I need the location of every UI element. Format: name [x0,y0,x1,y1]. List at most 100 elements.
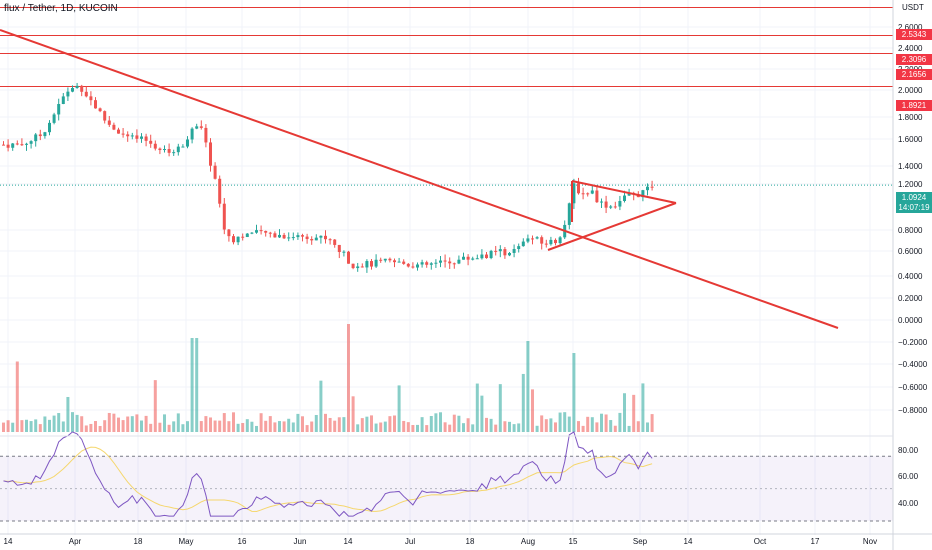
candle-body [604,201,608,208]
candle-body [38,134,42,137]
volume-bar [342,417,346,432]
volume-bar [577,421,580,432]
candle-body [429,263,433,265]
volume-bar [296,413,300,432]
currency-label: USDT [902,3,924,12]
price-axis-label: −0.6000 [898,383,928,392]
volume-bar [301,416,304,432]
candle-body [11,143,15,148]
candle-body [337,244,341,253]
candle-body [181,146,185,148]
candle-body [15,143,19,145]
volume-bar [48,419,51,432]
volume-bar [365,416,369,432]
volume-bar [29,421,33,432]
volume-bar [117,417,120,432]
volume-bar [485,417,488,432]
volume-bar [452,414,456,432]
candle-body [586,193,590,195]
volume-bar [604,414,608,432]
candle-body [498,249,502,252]
volume-bar [25,419,28,432]
volume-bar [130,416,134,432]
time-axis-label: 18 [466,537,475,546]
candle-body [544,243,548,245]
price-axis-label: 0.2000 [898,294,923,303]
volume-bar [636,421,640,432]
candle-body [103,111,107,121]
volume-bar [535,425,539,432]
candle-body [186,139,189,147]
volume-bar [356,424,360,432]
volume-bar [540,415,544,432]
candle-body [590,190,594,194]
candle-body [287,237,291,239]
volume-bar [480,395,484,432]
rsi-axis-label: 80.00 [898,446,919,455]
volume-bar [411,425,415,432]
candle-body [264,230,268,233]
time-axis-label: Sep [633,537,648,546]
candle-body [402,261,406,264]
volume-bar [15,361,19,432]
candle-body [199,126,203,128]
volume-bar [439,412,442,432]
volume-bar [149,423,153,432]
rsi-axis-label: 40.00 [898,499,919,508]
volume-bar [618,412,622,432]
candle-body [144,136,148,141]
volume-bar [291,422,295,432]
volume-bar [508,421,511,432]
candle-body [117,129,120,134]
volume-bar [319,380,323,432]
volume-bar [140,420,143,432]
price-tag-last: 1.0924 [896,192,932,203]
volume-bar [89,423,93,432]
horizontal-levels [0,7,893,186]
volume-bar [425,425,429,432]
candle-body [314,237,318,241]
candle-body [540,237,544,244]
volume-bar [273,422,277,432]
candle-body [236,236,240,243]
candle-body [434,262,438,264]
volume-bar [241,422,245,432]
volume-bar [383,421,387,432]
volume-bar [107,412,111,432]
candle-body [89,96,93,101]
candle-body [71,88,74,92]
candle-body [209,142,212,166]
volume-bar [475,383,479,432]
candle-body [98,108,102,112]
candle-body [324,235,327,240]
candle-body [466,256,470,260]
volume-bar [264,420,268,432]
volume-bar [558,412,562,432]
candle-body [268,232,272,234]
volume-bar [57,413,61,432]
rsi-ma-line [3,446,653,512]
price-axis-label: −0.2000 [898,338,928,347]
candle-body [452,263,456,265]
volume-bar [347,324,350,432]
volume-bar [245,419,249,432]
volume-bar [609,420,613,432]
volume-bar [429,416,433,432]
volume-bar [471,424,475,432]
price-axis-label: 0.4000 [898,272,923,281]
volume-bar [94,421,97,432]
candle-body [241,236,245,238]
volume-bar [526,341,530,432]
candlesticks [2,82,654,273]
candle-body [278,234,281,238]
candle-body [425,262,429,265]
rsi-axis-label: 60.00 [898,472,919,481]
volume-bar [646,422,649,432]
candle-body [595,190,599,203]
candle-body [600,201,603,203]
candle-body [305,236,309,240]
volume-bar [11,422,15,432]
volume-bar [218,420,222,432]
trendlines [0,29,839,329]
